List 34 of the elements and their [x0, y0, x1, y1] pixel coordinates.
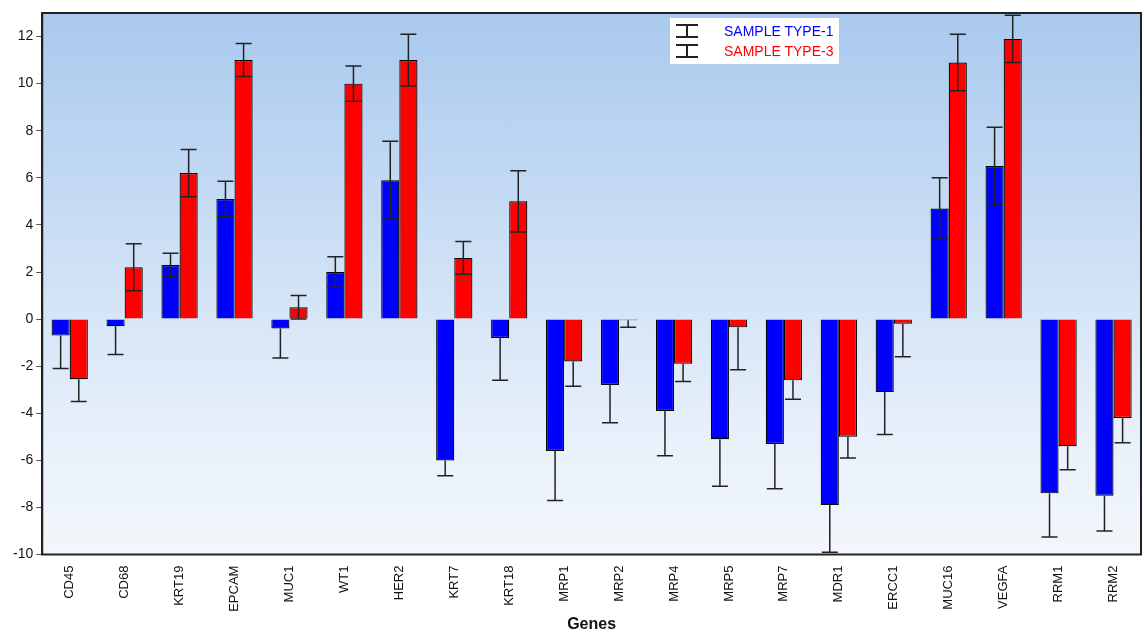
x-tick-label: CD45	[61, 565, 77, 599]
y-tick-label: 6	[25, 168, 34, 185]
x-tick-label: KRT19	[171, 565, 187, 606]
legend: SAMPLE TYPE-1 SAMPLE TYPE-3	[670, 18, 840, 64]
x-tick-label: CD68	[116, 565, 132, 599]
x-tick-label: MRP5	[720, 565, 736, 602]
x-tick-label: WT1	[335, 565, 351, 594]
x-tick-label: RRM1	[1050, 565, 1066, 603]
x-tick-label: MUC16	[940, 565, 956, 610]
x-tick-label: MRP1	[555, 565, 571, 602]
x-tick-label: MDR1	[830, 565, 846, 603]
x-tick-label: ERCC1	[885, 565, 901, 610]
x-tick-label: EPCAM	[226, 565, 242, 612]
x-tick-label: KRT7	[445, 565, 461, 599]
x-tick-label: HER2	[390, 565, 406, 601]
x-tick-label: MRP2	[610, 565, 626, 602]
y-tick-label: 12	[17, 27, 34, 44]
x-tick-label: MRP4	[665, 565, 681, 602]
y-tick-label: 2	[25, 262, 34, 279]
y-tick-label: 0	[25, 309, 34, 326]
y-tick-label: -2	[20, 357, 34, 374]
y-tick-label: -6	[20, 451, 34, 468]
x-tick-label: VEGFA	[995, 565, 1011, 609]
y-tick-label: -4	[20, 404, 34, 421]
x-tick-label: MRP7	[775, 565, 791, 602]
y-tick-label: -10	[13, 545, 34, 562]
x-tick-label: KRT18	[500, 565, 516, 606]
y-tick-label: 4	[25, 215, 34, 232]
y-tick-label: 8	[25, 121, 34, 138]
y-tick-label: 10	[17, 74, 34, 91]
x-axis-title: Genes	[567, 614, 617, 632]
y-tick-label: -8	[20, 498, 34, 515]
x-tick-label: RRM2	[1105, 565, 1121, 603]
x-tick-label: MUC1	[281, 565, 297, 603]
